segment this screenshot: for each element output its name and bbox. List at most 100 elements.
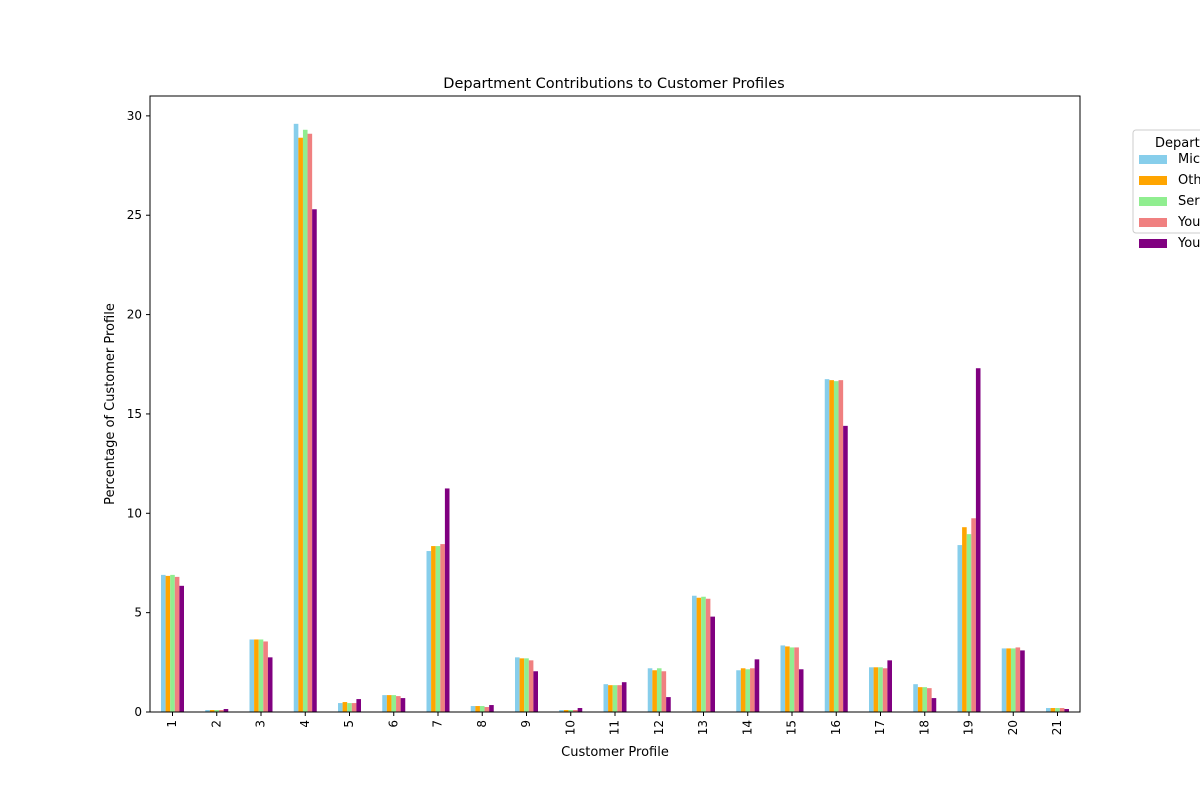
bar-series-0-cat-1 <box>161 574 166 712</box>
bar-series-2-cat-11 <box>612 685 618 712</box>
bar-series-3-cat-13 <box>705 598 711 712</box>
bar-series-2-cat-4 <box>302 129 308 712</box>
bar-series-0-cat-9 <box>515 657 520 712</box>
bar-series-1-cat-5 <box>342 702 348 712</box>
bar-series-0-cat-19 <box>957 545 963 712</box>
bar-series-2-cat-7 <box>435 546 441 712</box>
legend-entry: Mic <box>1178 152 1200 167</box>
bar-series-2-cat-19 <box>966 534 972 712</box>
y-tick-label: 30 <box>127 109 142 123</box>
legend-swatch <box>1139 197 1167 206</box>
bar-series-3-cat-11 <box>617 685 622 712</box>
legend-swatch <box>1139 176 1167 185</box>
bar-series-1-cat-11 <box>608 685 613 712</box>
bar-series-2-cat-17 <box>878 667 883 712</box>
legend-entry: Oth <box>1178 173 1200 188</box>
x-axis-label: Customer Profile <box>561 745 669 760</box>
bar-series-3-cat-17 <box>882 668 888 712</box>
legend-entry: You <box>1177 236 1200 251</box>
bar-series-2-cat-5 <box>347 703 352 712</box>
bar-series-2-cat-18 <box>922 687 928 712</box>
bar-series-2-cat-9 <box>524 658 529 712</box>
bar-series-0-cat-16 <box>824 379 830 712</box>
x-tick-label: 10 <box>563 720 577 735</box>
bar-series-0-cat-5 <box>338 703 343 712</box>
bar-series-4-cat-16 <box>843 425 848 712</box>
bar-series-1-cat-9 <box>519 658 525 712</box>
bar-series-2-cat-21 <box>1055 708 1060 712</box>
y-tick-label: 20 <box>127 308 142 322</box>
x-tick-label: 7 <box>431 720 445 728</box>
bar-series-0-cat-17 <box>869 667 874 712</box>
bar-series-1-cat-6 <box>386 695 392 712</box>
bar-series-1-cat-15 <box>785 646 790 712</box>
bar-series-2-cat-16 <box>833 381 839 712</box>
bar-series-3-cat-8 <box>484 707 490 712</box>
y-axis-label: Percentage of Customer Profile <box>103 303 118 505</box>
y-tick-label: 5 <box>134 606 142 620</box>
bar-series-3-cat-6 <box>396 696 401 712</box>
bar-series-1-cat-1 <box>165 575 171 712</box>
bar-series-3-cat-19 <box>971 518 976 712</box>
bar-series-4-cat-1 <box>179 585 184 712</box>
bar-series-2-cat-3 <box>258 639 264 712</box>
x-tick-label: 19 <box>962 720 976 735</box>
bar-series-4-cat-8 <box>489 705 494 712</box>
bar-series-3-cat-14 <box>750 668 755 712</box>
bar-series-4-cat-11 <box>621 682 627 712</box>
bar-series-3-cat-2 <box>219 710 224 712</box>
bar-series-4-cat-18 <box>931 698 937 712</box>
bar-series-4-cat-12 <box>666 697 671 712</box>
x-tick-label: 16 <box>829 720 843 735</box>
bar-series-2-cat-20 <box>1010 648 1016 712</box>
bar-series-3-cat-20 <box>1015 647 1021 712</box>
bar-series-3-cat-18 <box>927 688 932 712</box>
bar-series-4-cat-15 <box>798 669 804 712</box>
x-tick-label: 3 <box>254 720 268 728</box>
bar-series-1-cat-21 <box>1050 708 1056 712</box>
bar-series-2-cat-6 <box>391 695 397 712</box>
bar-series-4-cat-20 <box>1020 650 1025 712</box>
bar-series-1-cat-20 <box>1006 648 1011 712</box>
bar-series-4-cat-4 <box>312 209 317 712</box>
bars-group <box>161 123 1069 713</box>
x-tick-label: 14 <box>740 720 754 735</box>
bar-series-0-cat-15 <box>780 645 786 712</box>
bar-series-4-cat-7 <box>444 488 450 712</box>
x-tick-label: 21 <box>1050 720 1064 735</box>
bar-series-0-cat-4 <box>293 123 299 712</box>
bar-series-4-cat-5 <box>356 699 361 712</box>
x-tick-label: 2 <box>209 720 223 728</box>
x-tick-label: 13 <box>696 720 710 735</box>
bar-series-0-cat-10 <box>559 710 564 712</box>
bar-series-1-cat-3 <box>254 639 259 712</box>
legend-entry: Ser <box>1178 194 1200 209</box>
bar-series-0-cat-8 <box>470 706 476 712</box>
bar-series-3-cat-9 <box>528 660 534 712</box>
bar-series-2-cat-10 <box>568 710 574 712</box>
x-tick-label: 6 <box>386 720 400 728</box>
bar-series-0-cat-13 <box>692 595 697 712</box>
bar-series-3-cat-5 <box>351 703 357 712</box>
bar-series-4-cat-3 <box>267 657 273 712</box>
bar-series-3-cat-15 <box>794 647 799 712</box>
x-tick-label: 8 <box>475 720 489 728</box>
x-tick-label: 11 <box>608 720 622 735</box>
y-tick-label: 25 <box>127 208 142 222</box>
bar-series-4-cat-9 <box>533 671 538 712</box>
x-tick-label: 1 <box>165 720 179 728</box>
y-tick-label: 15 <box>127 407 142 421</box>
bar-series-0-cat-20 <box>1001 648 1007 712</box>
x-tick-label: 17 <box>873 720 887 735</box>
legend-swatch <box>1139 155 1167 164</box>
bar-series-4-cat-17 <box>887 660 892 712</box>
bar-series-1-cat-16 <box>829 380 834 712</box>
bar-series-3-cat-7 <box>440 544 445 712</box>
legend-entry: You <box>1177 215 1200 230</box>
x-tick-label: 18 <box>917 720 931 735</box>
bar-series-1-cat-10 <box>563 710 569 712</box>
bar-series-0-cat-2 <box>205 710 210 712</box>
bar-series-4-cat-14 <box>754 659 760 712</box>
bar-series-4-cat-6 <box>400 698 406 712</box>
